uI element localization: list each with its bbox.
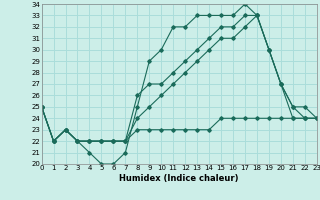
X-axis label: Humidex (Indice chaleur): Humidex (Indice chaleur): [119, 174, 239, 183]
